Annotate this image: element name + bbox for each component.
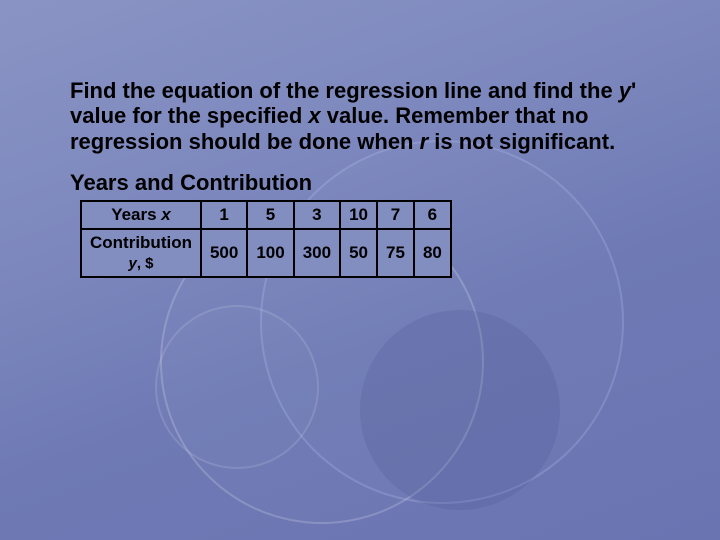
cell: 100 <box>247 229 293 277</box>
table-row: Contributiony, $ 500 100 300 50 75 80 <box>81 229 451 277</box>
cell: 5 <box>247 201 293 229</box>
row-label-contribution: Contributiony, $ <box>81 229 201 277</box>
cell: 7 <box>377 201 414 229</box>
cell: 6 <box>414 201 451 229</box>
bg-circle <box>155 305 319 469</box>
cell: 75 <box>377 229 414 277</box>
row-label-years: Years x <box>81 201 201 229</box>
cell: 10 <box>340 201 377 229</box>
slide-subtitle: Years and Contribution <box>70 170 312 196</box>
cell: 50 <box>340 229 377 277</box>
cell: 80 <box>414 229 451 277</box>
bg-circle <box>360 310 560 510</box>
slide-title: Find the equation of the regression line… <box>70 78 670 154</box>
cell: 500 <box>201 229 247 277</box>
slide-title-block: Find the equation of the regression line… <box>70 78 670 154</box>
table-row: Years x 1 5 3 10 7 6 <box>81 201 451 229</box>
cell: 3 <box>294 201 340 229</box>
cell: 1 <box>201 201 247 229</box>
cell: 300 <box>294 229 340 277</box>
slide: Find the equation of the regression line… <box>0 0 720 540</box>
data-table: Years x 1 5 3 10 7 6 Contributiony, $ 50… <box>80 200 452 278</box>
